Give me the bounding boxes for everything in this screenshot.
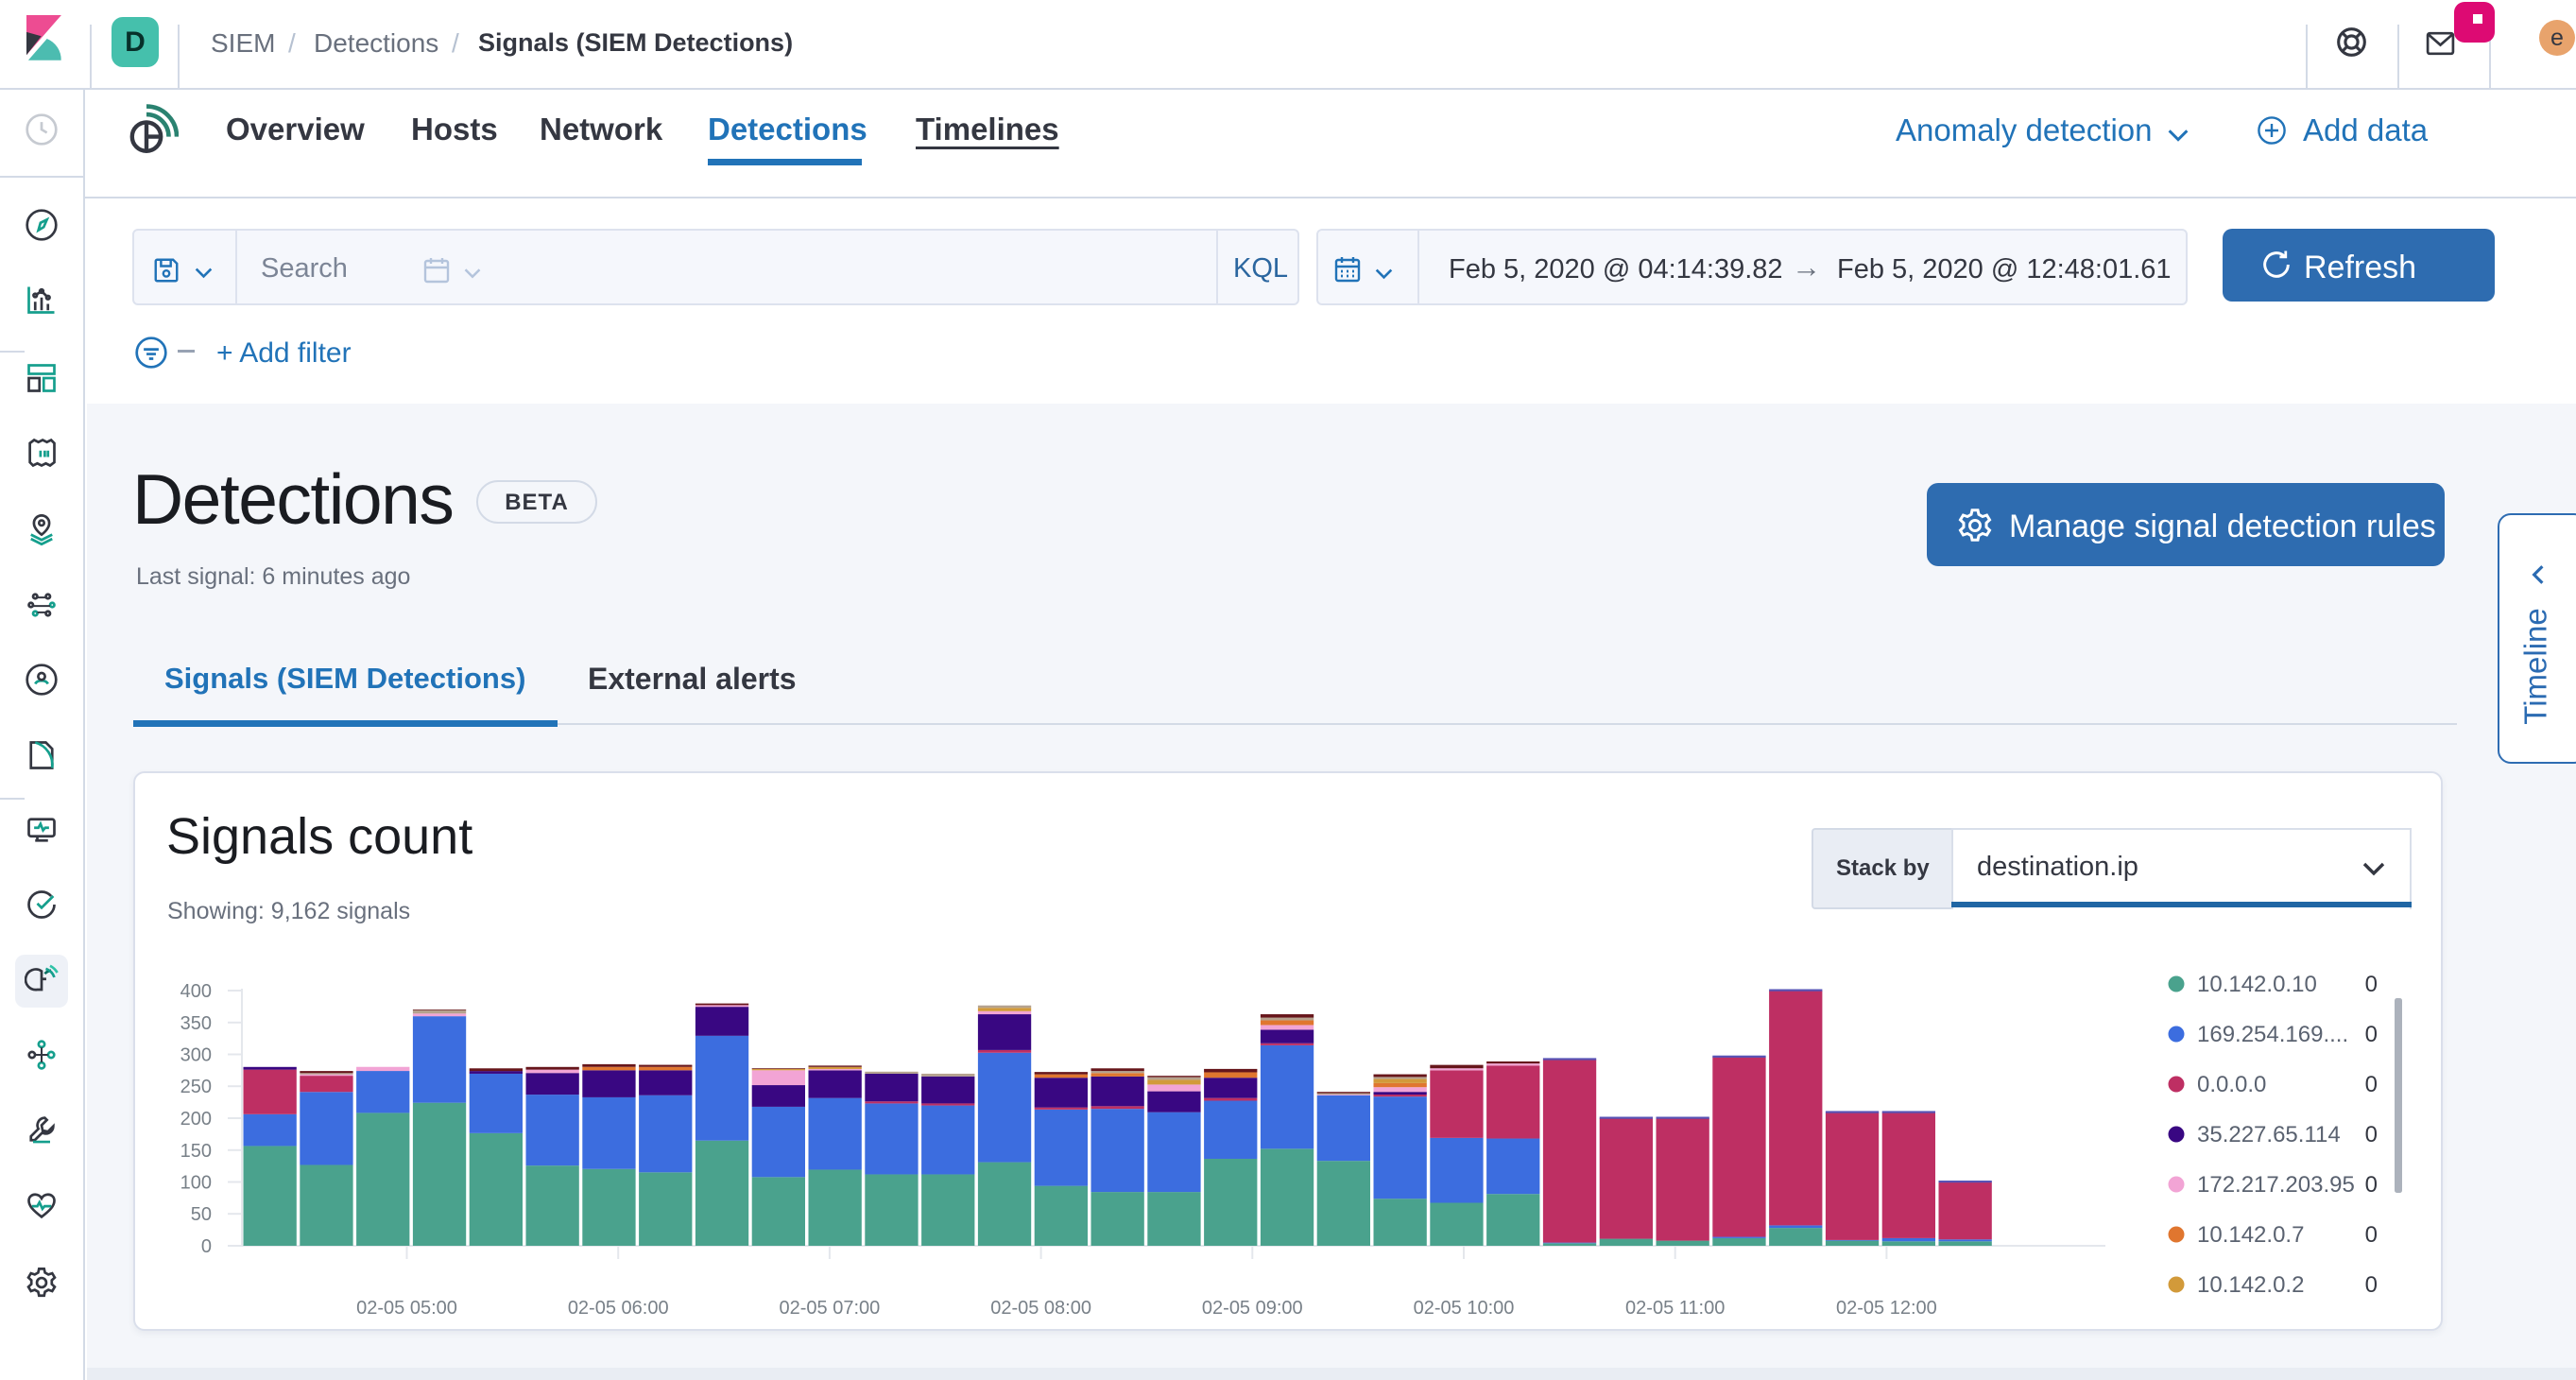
svg-text:400: 400 [180,981,212,1002]
svg-text:02-05 12:00: 02-05 12:00 [1836,1298,1937,1319]
svg-text:10.142.0.2: 10.142.0.2 [2197,1272,2304,1298]
svg-text:0: 0 [2365,1022,2378,1047]
svg-text:350: 350 [180,1013,212,1034]
svg-text:0: 0 [2365,1072,2378,1097]
svg-text:200: 200 [180,1109,212,1130]
svg-text:300: 300 [180,1045,212,1066]
svg-text:0: 0 [2365,972,2378,997]
svg-text:02-05 11:00: 02-05 11:00 [1625,1298,1725,1319]
svg-text:0.0.0.0: 0.0.0.0 [2197,1072,2266,1097]
svg-text:02-05 08:00: 02-05 08:00 [990,1298,1091,1319]
svg-text:150: 150 [180,1141,212,1162]
svg-text:02-05 06:00: 02-05 06:00 [568,1298,669,1319]
svg-text:35.227.65.114: 35.227.65.114 [2197,1122,2341,1147]
svg-text:0: 0 [2365,1222,2378,1248]
svg-text:10.142.0.7: 10.142.0.7 [2197,1222,2304,1248]
svg-text:10.142.0.10: 10.142.0.10 [2197,972,2317,997]
svg-text:02-05 09:00: 02-05 09:00 [1202,1298,1303,1319]
svg-text:0: 0 [2365,1172,2378,1198]
svg-text:250: 250 [180,1077,212,1097]
svg-text:0: 0 [2365,1122,2378,1147]
svg-text:0: 0 [2365,1272,2378,1298]
svg-text:50: 50 [191,1204,212,1225]
svg-text:0: 0 [201,1236,212,1257]
svg-text:172.217.203.95: 172.217.203.95 [2197,1172,2355,1198]
svg-text:02-05 10:00: 02-05 10:00 [1414,1298,1515,1319]
svg-text:02-05 05:00: 02-05 05:00 [356,1298,457,1319]
svg-text:169.254.169....: 169.254.169.... [2197,1022,2348,1047]
svg-text:100: 100 [180,1173,212,1194]
svg-text:02-05 07:00: 02-05 07:00 [780,1298,881,1319]
